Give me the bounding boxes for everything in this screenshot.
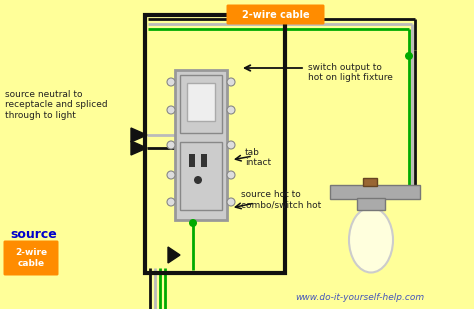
Text: 2-wire
cable: 2-wire cable bbox=[15, 248, 47, 268]
Circle shape bbox=[167, 106, 175, 114]
Text: tab
intact: tab intact bbox=[245, 148, 271, 167]
Bar bbox=[363, 178, 377, 186]
Text: source neutral to
receptacle and spliced
through to light: source neutral to receptacle and spliced… bbox=[5, 90, 108, 120]
Bar bbox=[201, 154, 207, 167]
FancyBboxPatch shape bbox=[3, 240, 58, 276]
Bar bbox=[189, 154, 195, 167]
Polygon shape bbox=[131, 141, 147, 155]
Circle shape bbox=[227, 198, 235, 206]
Circle shape bbox=[227, 171, 235, 179]
Ellipse shape bbox=[349, 208, 393, 273]
Bar bbox=[330, 185, 420, 199]
Text: source: source bbox=[10, 228, 57, 241]
Bar bbox=[180, 142, 222, 210]
Circle shape bbox=[167, 171, 175, 179]
FancyBboxPatch shape bbox=[227, 5, 325, 24]
Bar bbox=[175, 70, 227, 220]
Bar bbox=[187, 83, 215, 121]
Polygon shape bbox=[131, 128, 147, 142]
Text: 2-wire cable: 2-wire cable bbox=[242, 10, 310, 19]
Circle shape bbox=[167, 198, 175, 206]
Circle shape bbox=[227, 78, 235, 86]
Polygon shape bbox=[168, 247, 180, 263]
Circle shape bbox=[405, 52, 413, 60]
Bar bbox=[357, 198, 385, 210]
Text: source hot to
combo/switch hot: source hot to combo/switch hot bbox=[241, 190, 321, 210]
Text: switch output to
hot on light fixture: switch output to hot on light fixture bbox=[308, 63, 393, 83]
Circle shape bbox=[167, 78, 175, 86]
Text: www.do-it-yourself-help.com: www.do-it-yourself-help.com bbox=[295, 294, 425, 303]
Circle shape bbox=[167, 141, 175, 149]
Bar bbox=[180, 75, 222, 133]
Bar bbox=[145, 15, 285, 273]
Ellipse shape bbox=[194, 176, 202, 184]
Circle shape bbox=[189, 219, 197, 227]
Circle shape bbox=[227, 106, 235, 114]
Circle shape bbox=[227, 141, 235, 149]
